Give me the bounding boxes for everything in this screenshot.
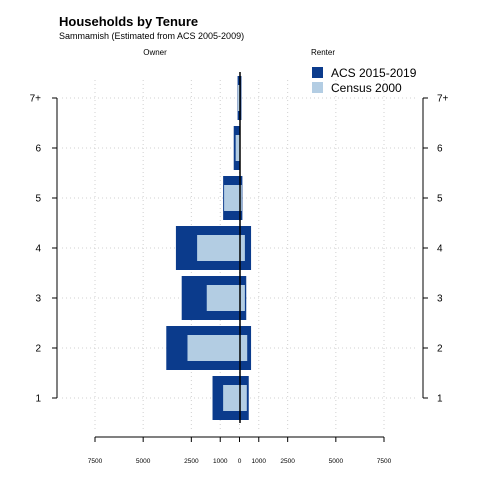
renter-side-label: Renter (311, 48, 335, 57)
right-y-tick-label: 4 (437, 244, 443, 255)
left-y-tick-label: 4 (35, 244, 41, 255)
chart-title: Households by Tenure (59, 14, 198, 29)
x-tick-label: 7500 (88, 458, 103, 465)
bar-census-2000 (197, 235, 245, 261)
legend-label: ACS 2015-2019 (331, 66, 417, 80)
left-y-tick-label: 1 (35, 394, 41, 405)
legend-swatch (312, 67, 323, 78)
bar-census-2000 (223, 385, 247, 411)
x-tick-label: 5000 (136, 458, 151, 465)
axes: 1 1 2 2 3 3 4 4 5 5 6 6 7+ 7+ 7500 5000 2500 1000 0 1000 250… (30, 94, 449, 466)
right-y-tick-label: 6 (437, 144, 443, 155)
x-tick-label: 2500 (280, 458, 295, 465)
right-y-tick-label: 5 (437, 194, 443, 205)
left-y-tick-label: 3 (35, 294, 41, 305)
x-tick-label: 5000 (329, 458, 344, 465)
x-tick-label: 7500 (377, 458, 392, 465)
bar-census-2000 (235, 135, 241, 161)
left-y-tick-label: 5 (35, 194, 41, 205)
x-tick-label: 1000 (213, 458, 228, 465)
left-y-tick-label: 2 (35, 344, 41, 355)
grid (62, 80, 418, 430)
bar-census-2000 (224, 185, 242, 211)
x-tick-label: 2500 (184, 458, 199, 465)
right-y-tick-label: 2 (437, 344, 443, 355)
right-y-tick-label: 3 (437, 294, 443, 305)
chart-subtitle: Sammamish (Estimated from ACS 2005-2009) (59, 31, 244, 41)
legend-swatch (312, 82, 323, 93)
bar-census-2000 (237, 85, 241, 111)
right-y-tick-label: 7+ (437, 94, 449, 105)
bar-census-2000 (206, 285, 245, 311)
x-tick-label: 0 (238, 458, 242, 465)
x-tick-label: 1000 (252, 458, 267, 465)
right-y-tick-label: 1 (437, 394, 443, 405)
left-y-tick-label: 6 (35, 144, 41, 155)
owner-side-label: Owner (143, 48, 167, 57)
bars (166, 72, 252, 423)
left-y-tick-label: 7+ (30, 94, 42, 105)
bar-census-2000 (187, 335, 248, 361)
legend-label: Census 2000 (331, 81, 402, 95)
